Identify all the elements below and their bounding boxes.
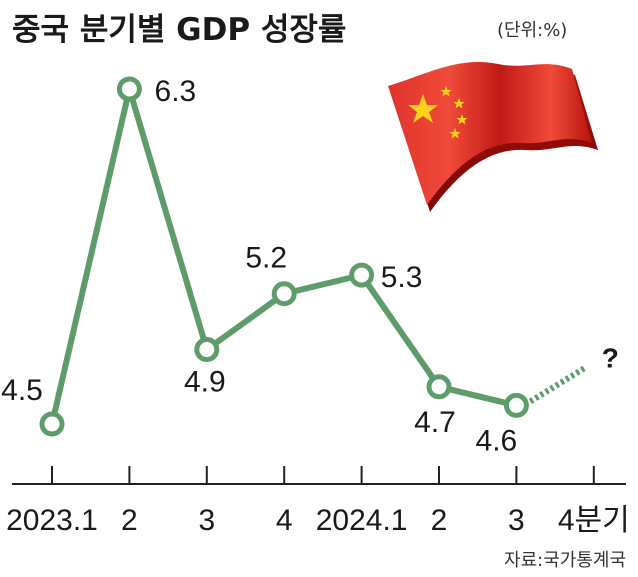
data-label: 4.7	[414, 406, 456, 439]
x-tick-label: 4분기	[558, 504, 630, 537]
data-point	[349, 262, 375, 288]
data-point	[116, 76, 142, 102]
x-tick-labels: 2023.1 2 3 4 2024.1 2 3 4분기	[6, 504, 630, 537]
data-point	[271, 281, 297, 307]
gdp-series: 4.5 6.3 4.9 5.2 5.3 4.7 4.6	[1, 75, 588, 457]
x-tick-label: 2	[431, 504, 448, 537]
x-axis	[12, 466, 626, 485]
source-label: 자료:국가통계국	[504, 550, 626, 571]
x-tick-label: 2023.1	[6, 504, 98, 537]
data-point	[194, 337, 220, 363]
data-label: 4.5	[1, 374, 43, 407]
flag-big-star-icon	[408, 94, 438, 123]
x-tick-label: 2024.1	[316, 504, 408, 537]
flag-small-star-icon	[453, 98, 465, 109]
data-point	[39, 411, 65, 437]
unit-label: (단위:%)	[497, 20, 567, 41]
data-label: 6.3	[155, 75, 197, 108]
data-label: 4.6	[476, 424, 518, 457]
chart-title: 중국 분기별 GDP 성장률	[12, 12, 346, 48]
x-tick-label: 3	[198, 504, 215, 537]
data-label: 5.2	[245, 242, 287, 275]
data-label: 4.9	[184, 366, 226, 399]
flag-small-star-icon	[456, 114, 468, 125]
x-tick-label: 4	[276, 504, 293, 537]
forecast-question-mark: ?	[602, 342, 619, 373]
data-label: 5.3	[381, 261, 423, 294]
flag-small-star-icon	[440, 86, 452, 97]
x-tick-label: 3	[508, 504, 525, 537]
china-flag-illustration	[388, 62, 598, 212]
flag-small-star-icon	[449, 128, 461, 139]
data-point	[426, 374, 452, 400]
x-tick-label: 2	[121, 504, 138, 537]
forecast-dotted-line	[528, 364, 588, 404]
data-point	[503, 392, 529, 418]
